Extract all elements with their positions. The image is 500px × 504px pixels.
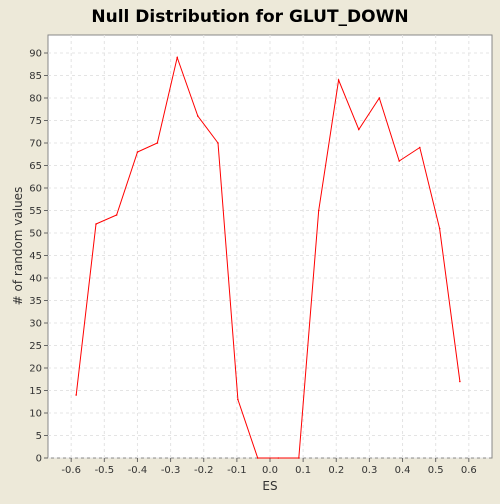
data-point — [237, 398, 239, 401]
y-tick-label: 80 — [29, 94, 42, 105]
y-tick-label: 20 — [29, 364, 42, 375]
y-tick-label: 5 — [36, 431, 42, 442]
x-tick-label: 0.4 — [395, 465, 411, 476]
y-tick-label: 70 — [29, 139, 42, 150]
data-point — [256, 457, 259, 459]
grid-lines — [48, 35, 492, 459]
y-tick-label: 15 — [29, 386, 42, 397]
x-tick-label: 0.2 — [328, 465, 344, 476]
x-tick-label: -0.4 — [128, 465, 148, 476]
data-point — [459, 380, 461, 383]
y-tick-label: 0 — [36, 454, 42, 465]
data-point — [378, 97, 381, 99]
data-point — [317, 209, 320, 212]
series-layer — [75, 55, 461, 459]
data-point — [418, 146, 421, 149]
x-tick-label: -0.3 — [161, 465, 181, 476]
y-tick-label: 60 — [29, 184, 42, 195]
x-tick-label: 0.5 — [428, 465, 444, 476]
data-point — [196, 115, 199, 117]
x-tick-label: 0.0 — [262, 465, 278, 476]
data-point — [95, 223, 97, 225]
data-point — [337, 79, 340, 81]
x-tick-label: -0.2 — [194, 465, 214, 476]
y-tick-label: 90 — [29, 49, 42, 60]
y-tick-label: 40 — [29, 274, 42, 285]
x-tick-label: 0.1 — [295, 465, 311, 476]
y-tick-label: 25 — [29, 341, 42, 352]
data-point — [115, 214, 118, 216]
y-tick-label: 35 — [29, 296, 42, 307]
x-tick-label: -0.1 — [227, 465, 247, 476]
x-tick-label: -0.6 — [61, 465, 81, 476]
x-tick-label: -0.5 — [95, 465, 115, 476]
x-tick-label: 0.6 — [461, 465, 477, 476]
y-tick-label: 10 — [29, 409, 42, 420]
axis-ticks: -0.6 -0.5 -0.4 -0.3 -0.2 -0.1 0.0 0.1 0.2 0.3 0.4 0… — [29, 49, 476, 477]
data-point — [136, 151, 139, 153]
y-tick-label: 55 — [29, 206, 42, 217]
y-tick-label: 45 — [29, 251, 42, 262]
x-tick-label: 0.3 — [361, 465, 377, 476]
y-tick-label: 50 — [29, 229, 42, 240]
y-tick-label: 65 — [29, 161, 42, 172]
data-point — [298, 457, 300, 459]
data-point — [217, 142, 219, 144]
data-point — [156, 142, 159, 144]
series-line — [75, 55, 461, 459]
data-point — [277, 457, 280, 459]
data-point — [398, 160, 401, 162]
y-tick-label: 30 — [29, 319, 42, 330]
y-tick-label: 85 — [29, 71, 42, 82]
data-point — [176, 56, 179, 59]
data-point — [75, 394, 77, 396]
chart-title: Null Distribution for GLUT_DOWN — [91, 7, 408, 27]
data-point — [358, 128, 360, 131]
y-axis-label: # of random values — [11, 187, 25, 306]
y-tick-label: 75 — [29, 116, 42, 127]
data-point — [438, 227, 441, 230]
x-axis-label: ES — [262, 479, 277, 493]
